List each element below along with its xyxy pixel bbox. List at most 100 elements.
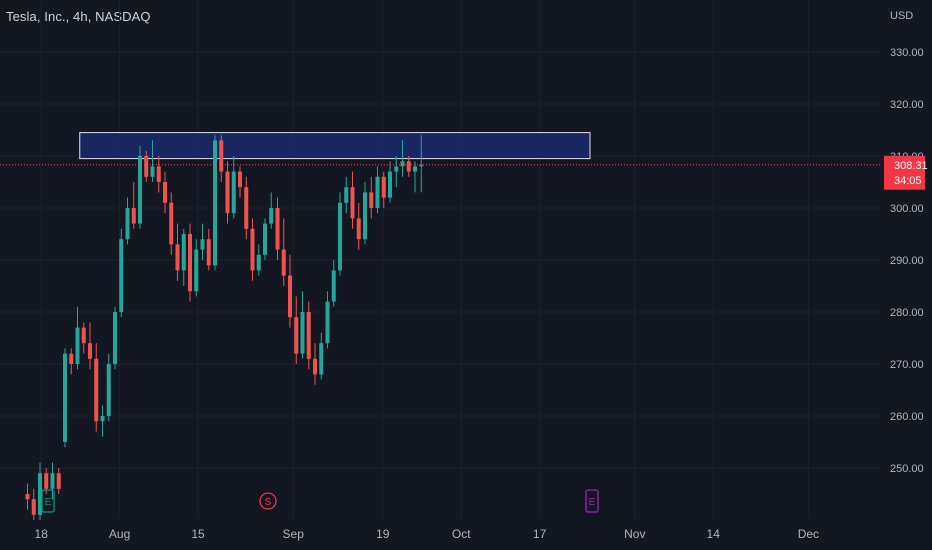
candle-body — [344, 187, 349, 203]
candle-body — [363, 192, 367, 240]
candle-body — [406, 161, 411, 172]
candle-body — [381, 176, 386, 198]
candle-body — [269, 208, 274, 224]
candle-body — [238, 171, 242, 188]
last-price-tag-bg — [884, 155, 925, 190]
last-price-value: 308.31 — [894, 160, 928, 172]
candle-body — [250, 228, 255, 271]
resistance-zone — [79, 132, 591, 160]
candle-body — [194, 249, 199, 292]
candle-body — [281, 249, 286, 276]
candle-body — [163, 182, 167, 203]
candle-body — [213, 140, 217, 266]
candle-body — [325, 301, 330, 344]
candle-body — [138, 156, 142, 224]
x-tick-label: Dec — [798, 527, 819, 541]
event-marker-earnings[interactable]: E — [585, 489, 599, 513]
candle-body — [231, 171, 236, 214]
candle-body — [206, 239, 211, 266]
chart-title: Tesla, Inc., 4h, NASDAQ — [6, 9, 151, 24]
candle-body — [356, 218, 361, 240]
candle-body — [56, 473, 61, 489]
resistance-zone-layer — [79, 132, 591, 160]
candle-body — [288, 275, 292, 318]
candle-body — [169, 202, 174, 245]
candle-body — [63, 353, 67, 442]
candle-body — [88, 343, 92, 359]
candle-body — [100, 416, 105, 422]
candle-body — [369, 192, 374, 208]
countdown-value: 34:05 — [894, 175, 922, 187]
x-tick-label: Nov — [624, 527, 645, 541]
candle-body — [244, 187, 249, 229]
event-badge-box — [585, 489, 599, 513]
candle-body — [131, 208, 136, 224]
candle-body — [31, 499, 36, 515]
candle-body — [25, 494, 30, 500]
candle-body — [263, 223, 267, 255]
candle-body — [394, 166, 399, 172]
candle-body — [44, 473, 49, 489]
candle-body — [106, 364, 111, 416]
candle-body — [200, 239, 205, 250]
candle-body — [400, 161, 405, 167]
x-tick-label: 18 — [35, 527, 49, 541]
event-badge-circle — [259, 492, 277, 510]
event-marker-split[interactable]: S — [259, 492, 277, 510]
candle-body — [69, 353, 74, 364]
candle-body — [313, 358, 317, 375]
candle-body — [331, 270, 336, 302]
y-tick-label: 300.00 — [890, 203, 924, 215]
x-tick-label: Oct — [452, 527, 471, 541]
candle-body — [188, 234, 192, 292]
y-tick-label: 270.00 — [890, 359, 924, 371]
event-badge-label: E — [45, 497, 52, 508]
y-tick-label: 320.00 — [890, 99, 924, 111]
event-badge-label: E — [589, 497, 596, 508]
price-axis[interactable]: 250.00260.00270.00280.00290.00300.00310.… — [890, 47, 924, 475]
x-tick-label: Sep — [283, 527, 305, 541]
candle-body — [181, 234, 186, 271]
y-tick-label: 290.00 — [890, 255, 924, 267]
candle-body — [175, 244, 180, 271]
candle-body — [225, 171, 230, 214]
event-marker-earnings[interactable]: E — [41, 489, 55, 513]
last-price-tag: 308.31 34:05 — [884, 155, 928, 190]
candle-body — [38, 473, 42, 515]
candle-body — [50, 473, 55, 489]
x-tick-label: 19 — [376, 527, 390, 541]
candle-body — [388, 171, 392, 198]
x-tick-label: 15 — [191, 527, 205, 541]
candle-body — [413, 166, 417, 172]
candle-body — [156, 166, 161, 182]
gridlines — [0, 0, 880, 517]
x-tick-label: Aug — [109, 527, 130, 541]
candle-body — [256, 254, 261, 271]
currency-label: USD — [890, 10, 914, 22]
candle-body — [81, 327, 86, 344]
candles — [25, 135, 424, 520]
event-badge-box — [41, 489, 55, 513]
x-tick-label: 14 — [707, 527, 721, 541]
candle-body — [419, 164, 424, 167]
candle-body — [119, 239, 124, 312]
time-axis[interactable]: 18 Aug 15 Sep 19 Oct 17 Nov 14 Dec — [35, 527, 820, 541]
candle-body — [338, 202, 342, 271]
candle-body — [150, 166, 155, 177]
candle-body — [319, 343, 324, 375]
candle-body — [75, 327, 80, 364]
y-tick-label: 250.00 — [890, 463, 924, 475]
candle-body — [94, 358, 99, 422]
candle-body — [294, 317, 299, 354]
candle-body — [275, 208, 280, 250]
candle-body — [113, 312, 117, 364]
candle-body — [375, 176, 380, 208]
candle-body — [306, 312, 311, 359]
y-tick-label: 260.00 — [890, 411, 924, 423]
candle-body — [144, 156, 149, 177]
candle-body — [350, 187, 355, 219]
event-badge-label: S — [265, 497, 272, 508]
candle-body — [125, 208, 130, 240]
